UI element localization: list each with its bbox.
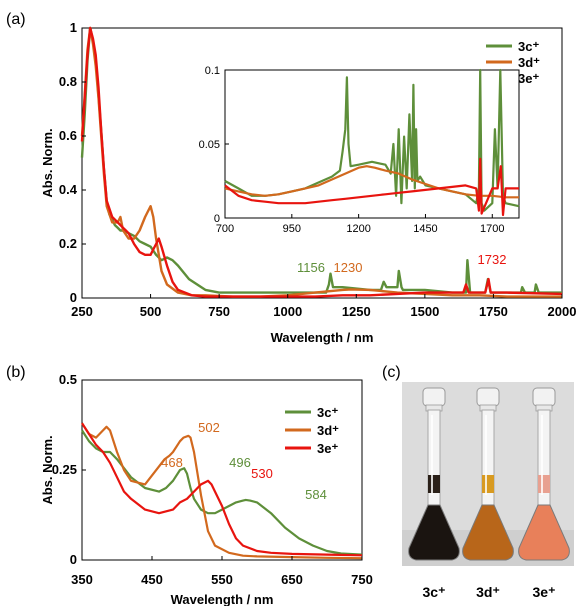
chart-inset: 700 950 1200 1450 1700 0 0.05 0.1 [199, 65, 520, 235]
photo-c: 3c⁺ 3d⁺ 3e⁺ [402, 382, 574, 600]
chart-b-series-3d [81, 422, 363, 560]
legend-label-3e: 3e⁺ [317, 441, 338, 456]
panel-label-a: (a) [6, 11, 26, 28]
chart-a-xtick-label: 250 [71, 304, 93, 319]
inset-xtick-label: 1450 [413, 223, 437, 235]
chart-a-xtick-label: 1500 [410, 304, 439, 319]
chart-a-xtick-label: 2000 [548, 304, 577, 319]
chart-b-ytick-label: 0 [70, 552, 77, 567]
chart-a-xtick-label: 1000 [273, 304, 302, 319]
chart-a: 250 500 750 1000 1250 1500 1750 2000 0 0.2 0.4 0.6… [40, 20, 576, 345]
chart-a-xtick-label: 1250 [342, 304, 371, 319]
inset-ytick-label: 0 [214, 213, 220, 225]
annotation-584: 584 [305, 487, 327, 502]
annotation-1732: 1732 [478, 252, 507, 267]
chart-a-xtick-label: 750 [208, 304, 230, 319]
annotation-1156: 1156 [297, 260, 325, 275]
chart-a-ylabel: Abs. Norm. [40, 128, 55, 197]
chart-b-xtick-label: 450 [141, 572, 163, 587]
annotation-530: 530 [251, 466, 273, 481]
inset-frame [224, 69, 520, 219]
chart-a-ytick-label: 1 [70, 20, 77, 35]
chart-b-xtick-label: 650 [281, 572, 303, 587]
legend-label-3c: 3c⁺ [518, 39, 539, 54]
chart-a-series-3e [80, 26, 563, 298]
chart-b-series-3e [81, 422, 363, 557]
chart-a-xtick-label: 500 [140, 304, 162, 319]
inset-xtick-label: 950 [283, 223, 301, 235]
annotation-468: 468 [161, 455, 183, 470]
chart-a-xtick-label: 1750 [479, 304, 508, 319]
chart-a-xlabel: Wavelength / nm [271, 330, 374, 345]
legend-label-3c: 3c⁺ [317, 405, 338, 420]
flask-3d [462, 387, 514, 561]
inset-xtick-label: 700 [216, 223, 234, 235]
chart-a-frame [81, 27, 563, 299]
photo-label-3e: 3e⁺ [533, 584, 556, 600]
legend-label-3d: 3d⁺ [317, 423, 339, 438]
inset-xtick-label: 1700 [480, 223, 504, 235]
chart-b-xtick-label: 550 [211, 572, 233, 587]
chart-a-ytick-label: 0.6 [59, 128, 77, 143]
inset-series-3e [224, 157, 519, 217]
chart-a-ytick-label: 0.8 [59, 74, 77, 89]
inset-ytick-label: 0.1 [205, 65, 220, 77]
chart-a-legend: 3c⁺3d⁺3e⁺ [486, 39, 540, 86]
flask-3e [518, 387, 570, 561]
panel-label-c: (c) [382, 364, 401, 381]
inset-ytick-label: 0.05 [199, 139, 220, 151]
annotation-496: 496 [229, 455, 251, 470]
chart-b-legend: 3c⁺ 3d⁺ 3e⁺ [285, 405, 339, 456]
chart-b-ylabel: Abs. Norm. [40, 435, 55, 504]
photo-label-3c: 3c⁺ [423, 584, 446, 600]
panel-label-b: (b) [6, 364, 26, 381]
chart-b-ytick-label: 0.5 [59, 372, 77, 387]
annotation-502: 502 [198, 420, 220, 435]
photo-label-3d: 3d⁺ [476, 584, 500, 600]
legend-label-3d: 3d⁺ [518, 55, 540, 70]
inset-xtick-label: 1200 [346, 223, 370, 235]
chart-b-xlabel: Wavelength / nm [171, 592, 274, 606]
chart-b-xtick-label: 750 [351, 572, 373, 587]
flask-3c [408, 387, 460, 561]
chart-a-ytick-label: 0 [70, 290, 77, 305]
chart-b-xtick-label: 350 [71, 572, 93, 587]
inset-series-3d [224, 165, 519, 199]
annotation-1230: 1230 [334, 260, 363, 275]
chart-a-ytick-label: 0.4 [59, 182, 78, 197]
legend-label-3e: 3e⁺ [518, 71, 539, 86]
chart-b-ytick-label: 0.25 [52, 462, 77, 477]
chart-a-ytick-label: 0.2 [59, 236, 77, 251]
chart-b: 350 450 550 650 750 0 0.25 0.5 Wavelength / nm… [40, 372, 373, 606]
